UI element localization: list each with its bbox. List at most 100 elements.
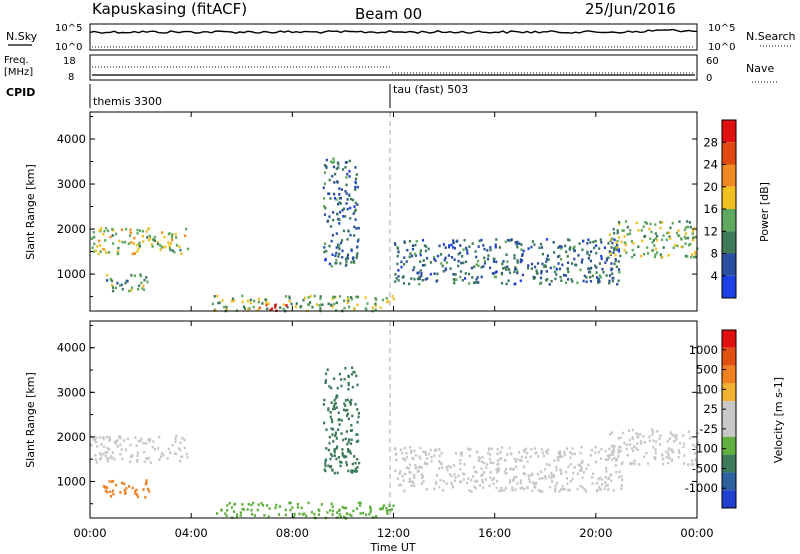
data-cell: [211, 302, 214, 306]
data-cell: [374, 302, 377, 306]
data-cell: [559, 452, 562, 456]
data-cell: [441, 488, 445, 492]
data-cell: [151, 445, 154, 449]
data-cell: [324, 458, 328, 462]
data-cell: [354, 403, 357, 406]
data-cell: [146, 236, 149, 239]
data-cell: [617, 448, 620, 452]
data-cell: [512, 476, 516, 479]
data-cell: [515, 475, 518, 479]
data-cell: [130, 273, 133, 277]
data-cell: [99, 250, 102, 253]
data-cell: [617, 436, 620, 440]
data-cell: [405, 452, 408, 455]
data-cell: [594, 264, 597, 268]
data-cell: [335, 212, 339, 216]
y-tick-label: 4000: [57, 132, 86, 146]
data-cell: [142, 288, 146, 292]
data-cell: [108, 436, 111, 439]
data-cell: [352, 212, 355, 215]
data-cell: [626, 233, 629, 236]
data-cell: [687, 430, 690, 434]
data-cell: [450, 474, 453, 478]
data-cell: [327, 464, 330, 468]
data-cell: [283, 303, 286, 306]
data-cell: [483, 262, 487, 265]
data-cell: [541, 477, 544, 480]
data-cell: [335, 258, 338, 262]
data-cell: [483, 247, 486, 251]
data-cell: [225, 514, 228, 517]
data-cell: [526, 452, 529, 455]
data-cell: [144, 496, 147, 499]
data-cell: [347, 448, 350, 451]
data-cell: [336, 471, 339, 475]
data-cell: [138, 284, 141, 288]
data-cell: [95, 461, 99, 464]
data-cell: [187, 247, 190, 251]
data-cell: [589, 271, 592, 274]
data-cell: [334, 431, 337, 434]
data-cell: [629, 443, 632, 446]
data-cell: [617, 451, 620, 454]
data-cell: [510, 238, 513, 241]
data-cell: [131, 486, 134, 490]
data-cell: [624, 220, 628, 223]
colorbar-swatch: [722, 330, 736, 348]
data-cell: [342, 207, 345, 211]
nsearch-label: N.Search: [746, 30, 796, 43]
data-cell: [108, 480, 111, 483]
data-cell: [610, 473, 613, 477]
data-cell: [332, 407, 335, 411]
data-cell: [257, 297, 260, 301]
data-cell: [524, 447, 528, 451]
data-cell: [158, 435, 161, 439]
data-cell: [629, 462, 632, 465]
data-cell: [585, 276, 588, 279]
data-cell: [557, 458, 560, 461]
data-cell: [480, 238, 483, 242]
data-cell: [111, 284, 114, 287]
data-cell: [616, 229, 619, 232]
data-cell: [395, 452, 398, 456]
data-cell: [569, 463, 572, 466]
data-cell: [650, 230, 653, 234]
data-cell: [671, 433, 674, 437]
data-cell: [678, 451, 681, 455]
data-cell: [487, 254, 490, 257]
data-cell: [147, 438, 150, 441]
data-cell: [573, 257, 576, 261]
data-cell: [531, 472, 534, 476]
data-cell: [381, 298, 385, 302]
data-cell: [477, 264, 480, 268]
data-cell: [632, 449, 635, 453]
data-cell: [544, 475, 547, 478]
data-cell: [175, 434, 178, 438]
data-cell: [656, 234, 659, 238]
data-cell: [459, 480, 463, 484]
data-cell: [558, 254, 561, 258]
data-cell: [492, 260, 495, 263]
data-cell: [350, 249, 353, 252]
data-cell: [419, 253, 422, 257]
data-cell: [421, 279, 424, 282]
data-cell: [554, 489, 557, 493]
data-cell: [223, 305, 226, 309]
data-cell: [340, 419, 343, 422]
data-cell: [320, 503, 323, 506]
data-cell: [441, 466, 444, 470]
data-cell: [418, 455, 421, 458]
data-cell: [687, 463, 690, 466]
data-cell: [639, 432, 642, 436]
data-cell: [419, 249, 422, 252]
data-cell: [510, 452, 513, 456]
data-cell: [649, 237, 652, 241]
data-cell: [560, 247, 563, 250]
data-cell: [449, 267, 452, 270]
data-cell: [565, 477, 569, 480]
data-cell: [441, 264, 444, 268]
data-cell: [631, 462, 634, 465]
data-cell: [668, 231, 671, 235]
data-cell: [468, 272, 471, 276]
data-cell: [277, 513, 281, 516]
